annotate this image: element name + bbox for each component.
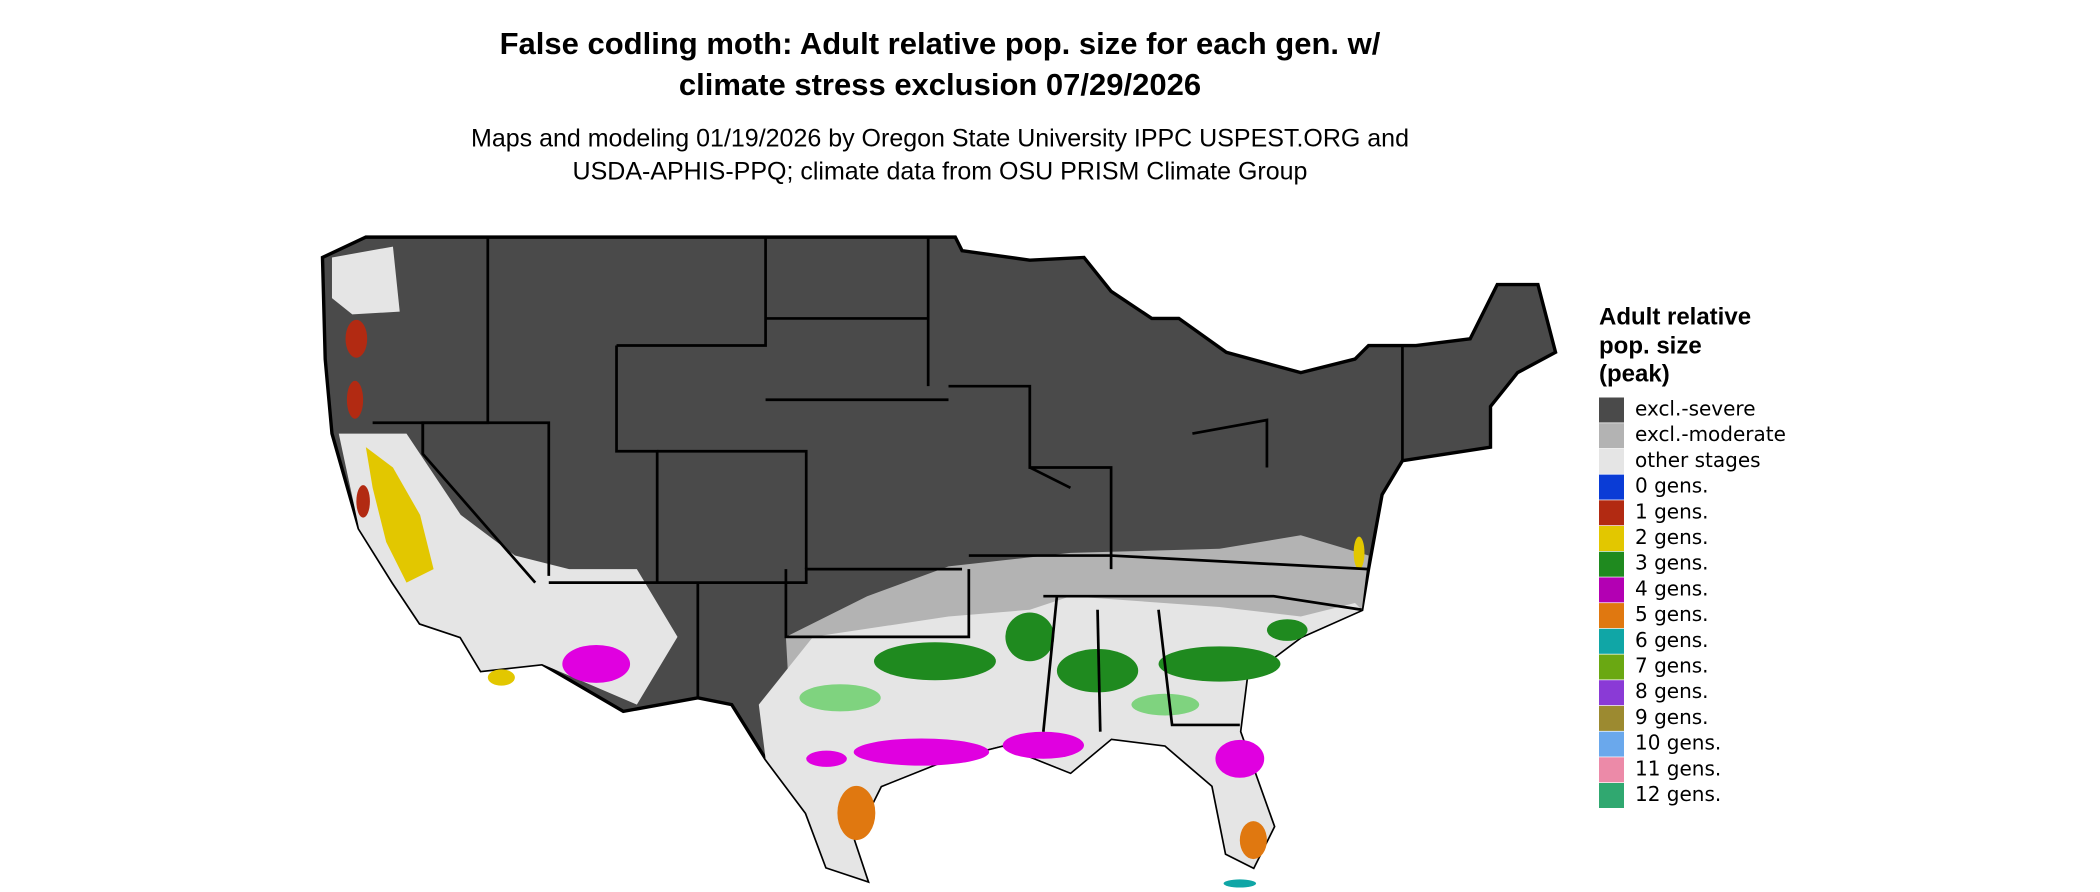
legend-label: 3 gens. (1635, 551, 1709, 575)
legend-swatch (1599, 526, 1624, 551)
title: False codling moth: Adult relative pop. … (500, 26, 1381, 61)
4-gens-areas (562, 644, 1265, 778)
legend-swatch (1599, 680, 1624, 706)
legend-swatch (1599, 474, 1624, 500)
west-other-stages (338, 433, 678, 705)
5-gens-areas (837, 785, 1267, 860)
title: climate stress exclusion 07/29/2026 (679, 67, 1201, 102)
3-gens-areas (873, 612, 1308, 693)
legend-swatch (1599, 705, 1624, 731)
legend-swatch (1599, 757, 1624, 783)
legend-swatch (1599, 783, 1624, 808)
us-map (320, 235, 1558, 888)
legend-swatch (1599, 577, 1624, 603)
legend-swatch (1599, 628, 1624, 654)
legend-swatch (1599, 731, 1624, 757)
legend-swatch (1599, 448, 1624, 474)
subtitle: USDA-APHIS-PPQ; climate data from OSU PR… (573, 158, 1308, 186)
6-gens-area (1223, 879, 1257, 888)
legend-label: 0 gens. (1635, 474, 1709, 498)
legend-label: 6 gens. (1635, 628, 1709, 652)
legend-label: 10 gens. (1635, 731, 1721, 755)
legend-label: 7 gens. (1635, 654, 1709, 678)
legend-label: 11 gens. (1635, 756, 1721, 780)
legend-label: 4 gens. (1635, 576, 1709, 600)
legend-label: excl.-moderate (1635, 422, 1786, 446)
3-gens-fringe (799, 684, 1200, 716)
legend-swatch (1599, 397, 1624, 423)
legend-label: 9 gens. (1635, 705, 1709, 729)
legend-label: 8 gens. (1635, 679, 1709, 703)
legend-label: other stages (1635, 448, 1761, 472)
legend-label: 5 gens. (1635, 602, 1709, 626)
legend-swatch (1599, 603, 1624, 629)
state-borders (372, 237, 1404, 732)
legend-label: excl.-severe (1635, 397, 1756, 421)
legend-title: (peak) (1599, 360, 1670, 387)
legend-swatch (1599, 551, 1624, 577)
legend-title: pop. size (1599, 332, 1702, 359)
legend-title: Adult relative (1599, 303, 1751, 330)
subtitle: Maps and modeling 01/19/2026 by Oregon S… (471, 125, 1409, 153)
2-gens-areas (365, 447, 1365, 686)
legend-label: 2 gens. (1635, 525, 1709, 549)
legend-label: 12 gens. (1635, 782, 1721, 806)
legend-swatch (1599, 423, 1624, 449)
legend-swatch (1599, 654, 1624, 680)
1-gens-areas (345, 319, 370, 518)
legend-swatch (1599, 500, 1624, 526)
nw-other-stages (331, 246, 400, 315)
legend-label: 1 gens. (1635, 499, 1709, 523)
